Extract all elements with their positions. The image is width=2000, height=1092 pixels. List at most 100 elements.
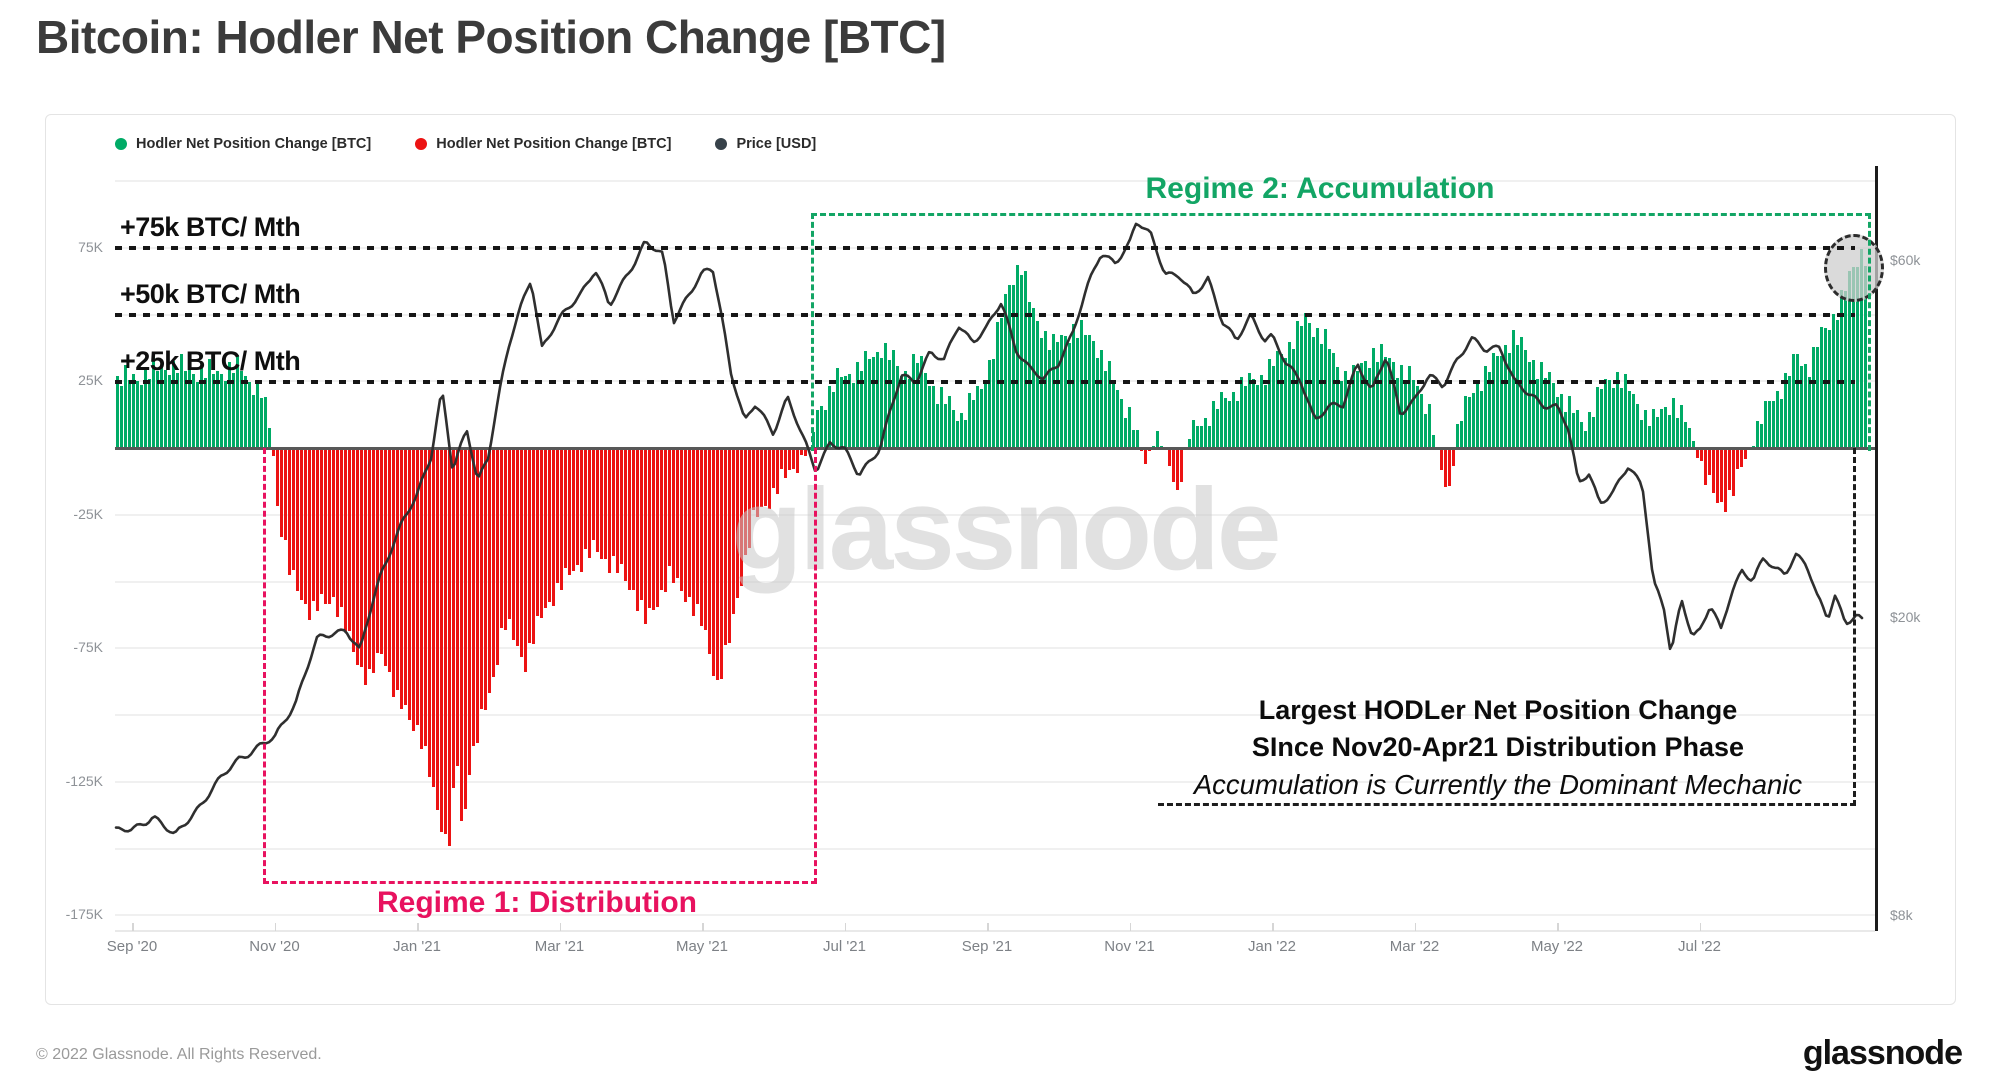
bar-positive (1428, 403, 1432, 448)
x-axis-tick (987, 923, 989, 931)
bar-positive (1432, 434, 1436, 448)
bar-positive (1364, 361, 1368, 448)
legend-item-price[interactable]: Price [USD] (715, 136, 816, 152)
bar-positive (232, 373, 236, 448)
bar-positive (1296, 321, 1300, 448)
bar-positive (1816, 347, 1820, 448)
bar-positive (860, 371, 864, 448)
bar-positive (908, 378, 912, 448)
bar-positive (1252, 378, 1256, 448)
bar-negative (312, 448, 316, 602)
bar-positive (1244, 385, 1248, 448)
bar-negative (764, 448, 768, 507)
bar-negative (300, 448, 304, 601)
legend-item-hodler-negative[interactable]: Hodler Net Position Change [BTC] (415, 136, 671, 152)
bar-positive (1624, 374, 1628, 448)
bar-negative (652, 448, 656, 610)
bar-negative (540, 448, 544, 619)
bar-negative (628, 448, 632, 590)
bar-positive (1856, 267, 1860, 448)
bar-positive (1388, 357, 1392, 448)
x-axis-label: Jul '22 (1678, 938, 1721, 955)
bar-positive (200, 366, 204, 448)
bar-positive (1188, 438, 1192, 448)
legend-item-hodler-positive[interactable]: Hodler Net Position Change [BTC] (115, 136, 371, 152)
bar-positive (1604, 378, 1608, 448)
bar-positive (160, 364, 164, 448)
bar-positive (1208, 426, 1212, 448)
bar-negative (424, 448, 428, 746)
bar-positive (856, 361, 860, 448)
bar-negative (392, 448, 396, 697)
bar-negative (604, 448, 608, 560)
bar-negative (496, 448, 500, 666)
bar-positive (1224, 397, 1228, 448)
bar-negative (416, 448, 420, 725)
bar-positive (1340, 381, 1344, 448)
bar-positive (1024, 271, 1028, 448)
bar-negative (1728, 448, 1732, 490)
bar-positive (868, 358, 872, 448)
bar-positive (1316, 328, 1320, 448)
bar-positive (828, 386, 832, 448)
bar-negative (772, 448, 776, 489)
note-text: Largest HODLer Net Position Change SInce… (1145, 692, 1851, 803)
bar-positive (208, 359, 212, 448)
bar-negative (624, 448, 628, 581)
bar-negative (696, 448, 700, 605)
gridline (115, 580, 1875, 583)
bar-negative (348, 448, 352, 631)
bar-negative (780, 448, 784, 470)
bar-positive (1584, 430, 1588, 448)
bar-positive (1032, 307, 1036, 448)
bar-positive (1052, 333, 1056, 448)
bar-negative (796, 448, 800, 473)
bar-negative (316, 448, 320, 612)
bar-positive (836, 368, 840, 448)
bar-negative (284, 448, 288, 540)
threshold-line-50k (115, 313, 1855, 317)
bar-negative (532, 448, 536, 645)
bar-negative (404, 448, 408, 706)
bar-negative (1168, 448, 1172, 467)
bar-positive (1484, 366, 1488, 448)
bar-positive (1620, 388, 1624, 448)
bar-positive (1684, 421, 1688, 448)
bar-positive (1496, 355, 1500, 448)
x-axis-tick (132, 923, 134, 931)
bar-positive (1204, 417, 1208, 448)
bar-positive (1288, 342, 1292, 448)
bar-positive (1336, 367, 1340, 448)
bar-positive (1400, 364, 1404, 448)
price-line (114, 222, 1864, 835)
bar-positive (1688, 428, 1692, 448)
bar-negative (336, 448, 340, 618)
x-axis-label: Jan '21 (393, 938, 441, 955)
bar-negative (620, 448, 624, 565)
bar-negative (320, 448, 324, 595)
bar-positive (852, 383, 856, 448)
bar-positive (1236, 401, 1240, 448)
bar-negative (692, 448, 696, 617)
latest-datapoint-highlight-circle (1824, 234, 1884, 302)
bar-negative (536, 448, 540, 616)
note-line-3: Accumulation is Currently the Dominant M… (1193, 769, 1803, 800)
bar-negative (360, 448, 364, 667)
bar-negative (1172, 448, 1176, 482)
bar-negative (804, 448, 808, 456)
right-axis-label: $60k (1890, 252, 1921, 269)
bar-positive (1372, 348, 1376, 448)
bar-positive (1068, 343, 1072, 448)
legend-label: Hodler Net Position Change [BTC] (436, 136, 672, 152)
bar-positive (1656, 416, 1660, 448)
bar-positive (1072, 324, 1076, 448)
bar-positive (1492, 353, 1496, 448)
x-axis-label: Sep '20 (106, 938, 158, 955)
bar-negative (500, 448, 504, 629)
bar-negative (412, 448, 416, 732)
threshold-label-75k: +75k BTC/ Mth (120, 212, 301, 242)
bar-positive (1028, 301, 1032, 448)
bar-positive (124, 365, 128, 448)
bar-positive (1488, 372, 1492, 448)
bar-positive (1076, 337, 1080, 448)
